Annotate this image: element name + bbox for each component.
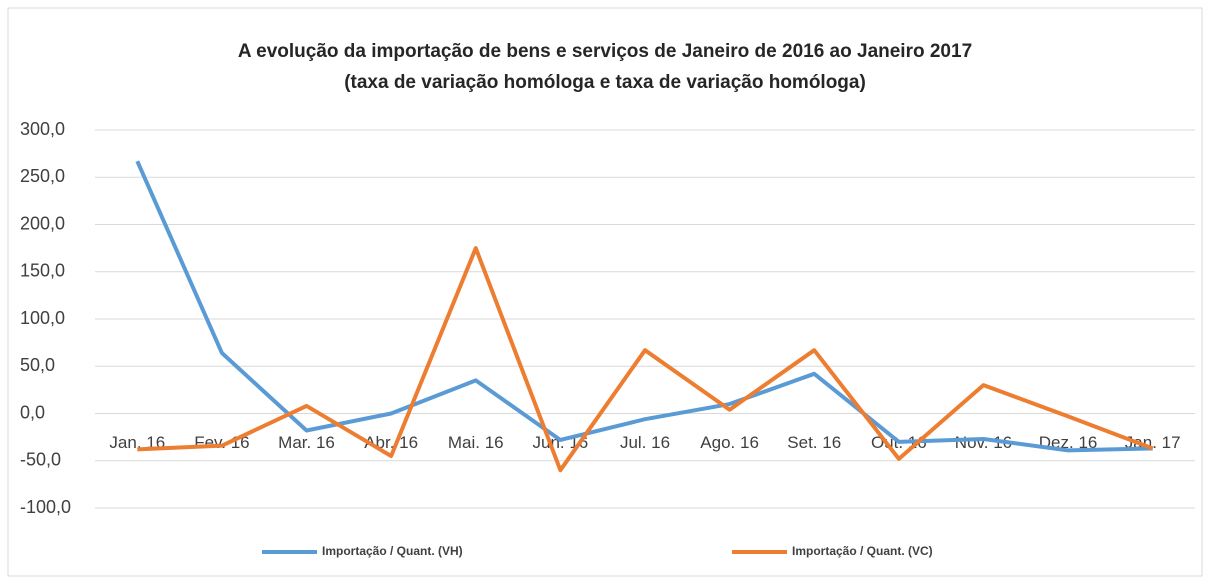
x-tick-label: Jul. 16 [620, 433, 670, 452]
x-tick-label: Mar. 16 [278, 433, 335, 452]
y-tick-label: 100,0 [20, 308, 65, 328]
series-line [135, 160, 1153, 453]
y-tick-label: 50,0 [20, 355, 55, 375]
x-tick-label: Mai. 16 [448, 433, 504, 452]
chart-border [7, 7, 1203, 577]
series-line [137, 246, 1154, 473]
chart-subtitle: (taxa de variação homóloga e taxa de var… [344, 72, 866, 93]
y-tick-label: -50,0 [20, 450, 61, 470]
x-tick-label: Ago. 16 [700, 433, 759, 452]
chart-title: A evolução da importação de bens e servi… [238, 41, 972, 62]
y-tick-label: 150,0 [20, 261, 65, 281]
x-tick-label: Abr. 16 [364, 433, 418, 452]
y-tick-label: 200,0 [20, 213, 65, 233]
y-tick-label: 300,0 [20, 119, 65, 139]
x-tick-label: Set. 16 [787, 433, 841, 452]
legend-label: Importação / Quant. (VC) [792, 544, 933, 558]
legend-label: Importação / Quant. (VH) [322, 544, 463, 558]
y-tick-label: 0,0 [20, 402, 45, 422]
y-tick-label: -100,0 [20, 497, 71, 517]
y-tick-label: 250,0 [20, 166, 65, 186]
